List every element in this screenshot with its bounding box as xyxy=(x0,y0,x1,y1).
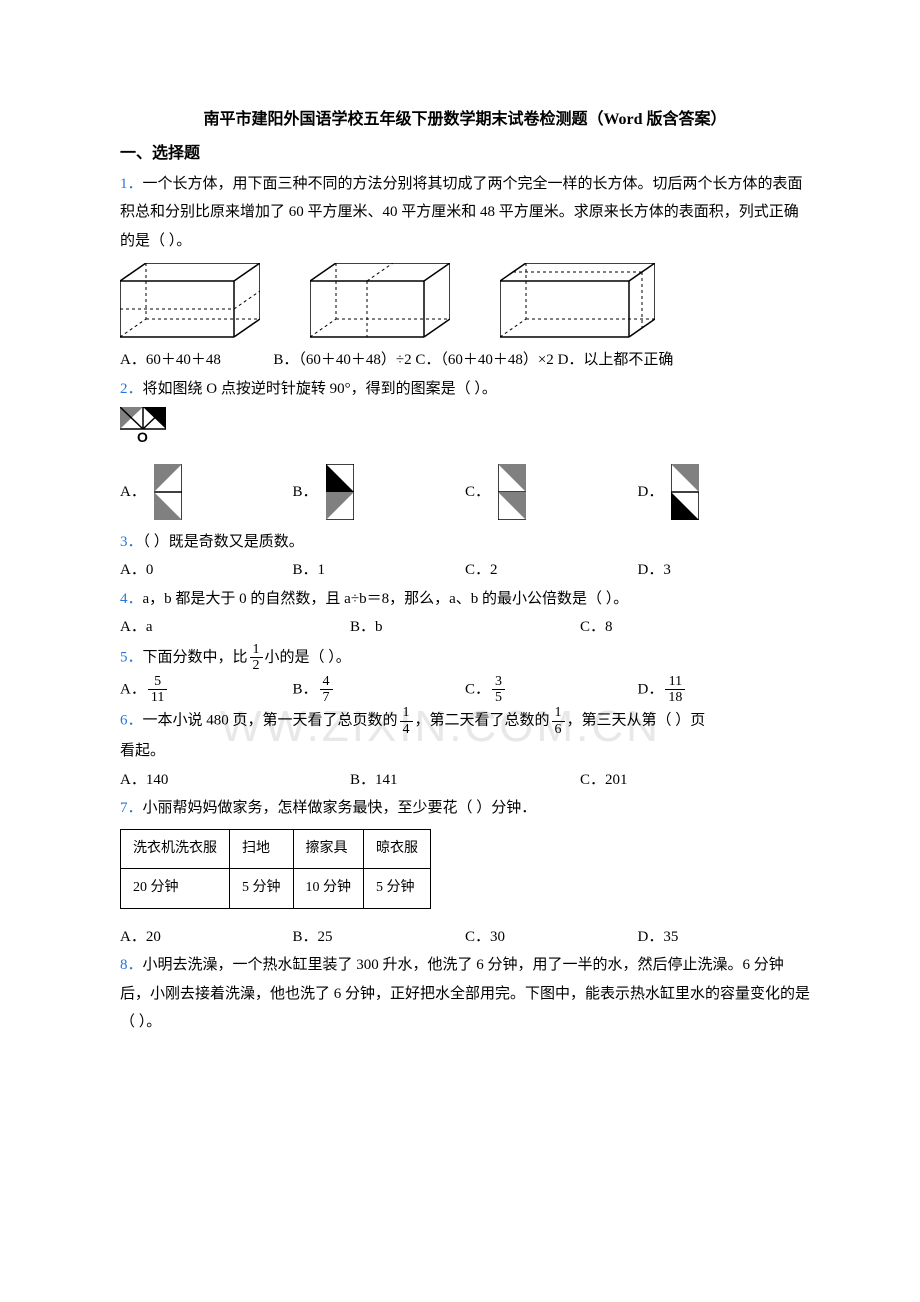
q1-opt-b: B．（60＋40＋48）÷2 xyxy=(273,352,411,368)
q2-number: 2． xyxy=(120,381,143,397)
q1-text: 一个长方体，用下面三种不同的方法分别将其切成了两个完全一样的长方体。切后两个长方… xyxy=(120,176,803,249)
q1-opt-c: C．（60＋40＋48）×2 xyxy=(415,352,553,368)
q8-number: 8． xyxy=(120,957,143,973)
q7-opt-a: A．20 xyxy=(120,923,293,952)
th-1: 洗衣机洗衣服 xyxy=(121,829,230,869)
q7-opt-b: B．25 xyxy=(293,923,466,952)
q6-f2: 16 xyxy=(552,705,565,737)
cuboid-depth-cut xyxy=(500,263,655,338)
q3-opt-d: D．3 xyxy=(638,556,811,585)
q3-opt-b: B．1 xyxy=(293,556,466,585)
q8-text: 小明去洗澡，一个热水缸里装了 300 升水，他洗了 6 分钟，用了一半的水，然后… xyxy=(120,957,810,1030)
q7-opt-d: D．35 xyxy=(638,923,811,952)
q1-opt-d: D．以上都不正确 xyxy=(558,352,674,368)
q2-original-figure: O xyxy=(120,407,810,454)
q3-number: 3． xyxy=(120,534,143,550)
q5-post: 小的是（ ）。 xyxy=(265,649,351,665)
section-1-title: 一、选择题 xyxy=(120,139,810,169)
q7-options: A．20 B．25 C．30 D．35 xyxy=(120,923,810,952)
th-2: 扫地 xyxy=(230,829,294,869)
q2-opt-a: A． xyxy=(120,464,293,520)
question-7: 7．小丽帮妈妈做家务，怎样做家务最快，至少要花（ ）分钟． 洗衣机洗衣服 扫地 … xyxy=(120,794,810,951)
q5-pre: 下面分数中，比 xyxy=(143,649,248,665)
q1-options: A．60＋40＋48 B．（60＋40＋48）÷2 C．（60＋40＋48）×2… xyxy=(120,346,810,375)
q5-frac: 12 xyxy=(250,642,263,674)
q4-options: A．a B．b C．8 xyxy=(120,613,810,642)
q4-number: 4． xyxy=(120,591,143,607)
content: 南平市建阳外国语学校五年级下册数学期末试卷检测题（Word 版含答案） 一、选择… xyxy=(120,105,810,1037)
td-4: 5 分钟 xyxy=(364,869,431,909)
q2-options: A． B． C． xyxy=(120,464,810,520)
q5-options: A．511 B．47 C．35 D．1118 xyxy=(120,674,810,706)
q6-opt-b: B．141 xyxy=(350,766,580,795)
q5-number: 5． xyxy=(120,649,143,665)
q6-opt-a: A．140 xyxy=(120,766,350,795)
q7-text: 小丽帮妈妈做家务，怎样做家务最快，至少要花（ ）分钟． xyxy=(143,800,537,816)
q2-opt-c: C． xyxy=(465,464,638,520)
q1-figures xyxy=(120,263,810,338)
q6-pre: 一本小说 480 页，第一天看了总页数的 xyxy=(143,713,398,729)
td-1: 20 分钟 xyxy=(121,869,230,909)
q2-text: 将如图绕 O 点按逆时针旋转 90°，得到的图案是（ ）。 xyxy=(143,381,497,397)
cuboid-horizontal-cut xyxy=(120,263,260,338)
q4-text: a，b 都是大于 0 的自然数，且 a÷b＝8，那么，a、b 的最小公倍数是（ … xyxy=(143,591,629,607)
q4-opt-b: B．b xyxy=(350,613,580,642)
q3-text: （ ）既是奇数又是质数。 xyxy=(143,534,304,550)
q7-table: 洗衣机洗衣服 扫地 擦家具 晾衣服 20 分钟 5 分钟 10 分钟 5 分钟 xyxy=(120,829,431,909)
cuboid-vertical-cut xyxy=(310,263,450,338)
td-2: 5 分钟 xyxy=(230,869,294,909)
q7-opt-c: C．30 xyxy=(465,923,638,952)
page-title: 南平市建阳外国语学校五年级下册数学期末试卷检测题（Word 版含答案） xyxy=(120,105,810,135)
q1-opt-a: A．60＋40＋48 xyxy=(120,352,221,368)
td-3: 10 分钟 xyxy=(293,869,364,909)
question-4: 4．a，b 都是大于 0 的自然数，且 a÷b＝8，那么，a、b 的最小公倍数是… xyxy=(120,585,810,642)
q7-number: 7． xyxy=(120,800,143,816)
q2-opt-b: B． xyxy=(293,464,466,520)
th-3: 擦家具 xyxy=(293,829,364,869)
question-2: 2．将如图绕 O 点按逆时针旋转 90°，得到的图案是（ ）。 O A． xyxy=(120,375,810,520)
question-1: 1．一个长方体，用下面三种不同的方法分别将其切成了两个完全一样的长方体。切后两个… xyxy=(120,170,810,375)
q2-opt-d: D． xyxy=(638,464,811,520)
q3-options: A．0 B．1 C．2 D．3 xyxy=(120,556,810,585)
q6-post: ，第三天从第（ ）页 xyxy=(567,713,706,729)
th-4: 晾衣服 xyxy=(364,829,431,869)
svg-text:O: O xyxy=(137,429,148,443)
q6-opt-c: C．201 xyxy=(580,766,810,795)
question-6: 6．一本小说 480 页，第一天看了总页数的14，第二天看了总数的16，第三天从… xyxy=(120,705,810,794)
q6-number: 6． xyxy=(120,713,143,729)
question-8: 8．小明去洗澡，一个热水缸里装了 300 升水，他洗了 6 分钟，用了一半的水，… xyxy=(120,951,810,1037)
q5-opt-d: D．1118 xyxy=(638,674,811,706)
q3-opt-c: C．2 xyxy=(465,556,638,585)
q6-f1: 14 xyxy=(400,705,413,737)
q6-options: A．140 B．141 C．201 xyxy=(120,766,810,795)
q4-opt-a: A．a xyxy=(120,613,350,642)
q4-opt-c: C．8 xyxy=(580,613,810,642)
q5-opt-b: B．47 xyxy=(293,674,466,706)
q6-mid: ，第二天看了总数的 xyxy=(415,713,550,729)
question-3: 3．（ ）既是奇数又是质数。 A．0 B．1 C．2 D．3 xyxy=(120,528,810,585)
question-5: 5．下面分数中，比12小的是（ ）。 A．511 B．47 C．35 D．111… xyxy=(120,642,810,706)
table-row: 洗衣机洗衣服 扫地 擦家具 晾衣服 xyxy=(121,829,431,869)
q1-number: 1． xyxy=(120,176,143,192)
q6-line2: 看起。 xyxy=(120,737,810,766)
q5-opt-a: A．511 xyxy=(120,674,293,706)
table-row: 20 分钟 5 分钟 10 分钟 5 分钟 xyxy=(121,869,431,909)
q5-opt-c: C．35 xyxy=(465,674,638,706)
q3-opt-a: A．0 xyxy=(120,556,293,585)
